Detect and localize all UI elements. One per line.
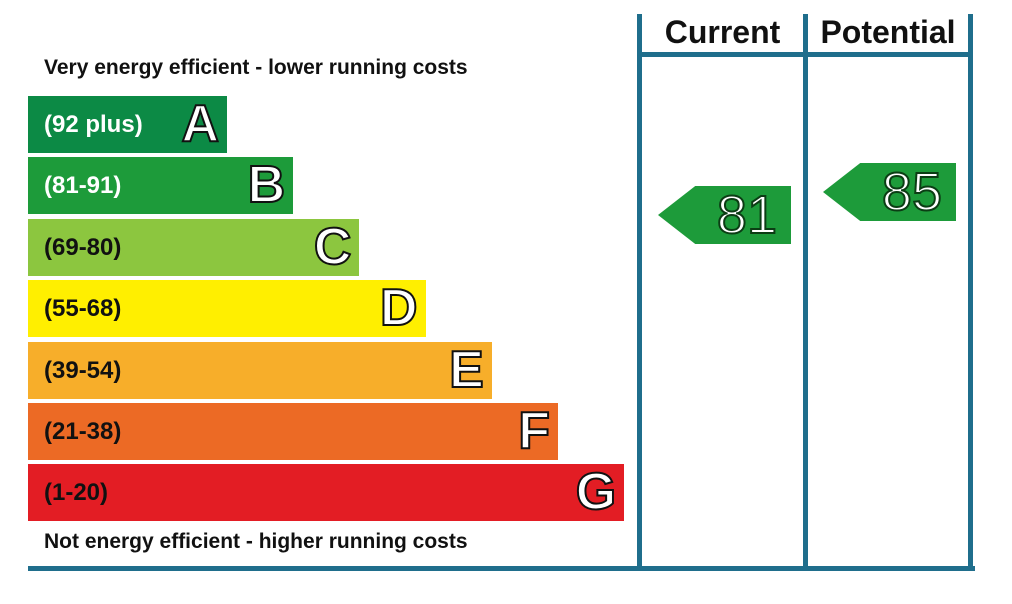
current-rating-arrow: 81 [658, 186, 791, 244]
band-letter: D [379, 279, 419, 338]
band-e: (39-54) E [28, 340, 492, 399]
top-caption: Very energy efficient - lower running co… [44, 56, 468, 79]
bottom-caption: Not energy efficient - higher running co… [44, 530, 468, 553]
current-header: Current [664, 14, 781, 50]
band-a: (92 plus) A [28, 95, 227, 154]
current-rating-value: 81 [716, 185, 778, 245]
band-range: (39-54) [44, 356, 122, 384]
band-c: (69-80) C [28, 217, 360, 276]
band-letter: F [517, 402, 551, 461]
band-b: (81-91) B [28, 156, 294, 215]
band-letter: A [180, 95, 220, 154]
band-range: (69-80) [44, 233, 122, 261]
potential-rating-arrow: 85 [823, 163, 956, 221]
band-letter: G [575, 463, 617, 522]
band-range: (21-38) [44, 418, 122, 445]
band-g: (1-20) G [28, 463, 625, 522]
header-rule [640, 52, 973, 57]
divider-right [968, 14, 973, 570]
band-range: (55-68) [44, 295, 122, 323]
band-letter: B [247, 156, 287, 215]
divider-left [637, 14, 642, 570]
band-letter: E [448, 340, 485, 399]
potential-header: Potential [820, 14, 956, 50]
band-range: (1-20) [44, 479, 109, 507]
divider-middle [803, 14, 808, 570]
band-f: (21-38) F [28, 402, 558, 461]
band-letter: C [313, 217, 353, 276]
potential-rating-value: 85 [881, 162, 943, 222]
bottom-rule [28, 566, 975, 571]
band-range: (92 plus) [44, 111, 143, 138]
band-d: (55-68) D [28, 279, 426, 338]
band-range: (81-91) [44, 172, 122, 200]
